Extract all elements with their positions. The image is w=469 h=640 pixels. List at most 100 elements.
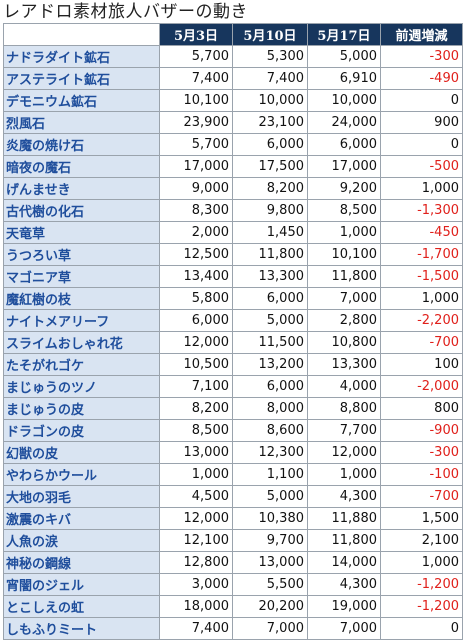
price-may17-cell: 4,000: [307, 375, 381, 398]
table-row: まじゅうの皮 8,200 8,000 8,800 800: [3, 397, 463, 420]
price-may10-cell: 11,800: [232, 243, 308, 266]
price-may3-cell: 17,000: [159, 155, 233, 178]
price-may10-cell: 5,000: [232, 485, 308, 508]
table-row: 魔紅樹の枝 5,800 6,000 7,000 1,000: [3, 287, 463, 310]
price-may10-cell: 9,800: [232, 199, 308, 222]
price-may17-cell: 12,000: [307, 441, 381, 464]
price-may3-cell: 5,800: [159, 287, 233, 310]
price-may17-cell: 2,800: [307, 309, 381, 332]
price-may3-cell: 8,300: [159, 199, 233, 222]
item-name-cell: アステライト鉱石: [3, 67, 160, 90]
table-row: ドラゴンの皮 8,500 8,600 7,700 -900: [3, 419, 463, 442]
weekly-change-cell: -900: [380, 419, 463, 442]
table-row: 神秘の鋼線 12,800 13,000 14,000 1,000: [3, 551, 463, 574]
price-may10-cell: 20,200: [232, 595, 308, 618]
item-name-cell: 激震のキバ: [3, 507, 160, 530]
weekly-change-cell: 2,100: [380, 529, 463, 552]
price-may17-cell: 17,000: [307, 155, 381, 178]
table-row: スライムおしゃれ花 12,000 11,500 10,800 -700: [3, 331, 463, 354]
weekly-change-cell: 800: [380, 397, 463, 420]
price-may10-cell: 13,300: [232, 265, 308, 288]
item-name-cell: 魔紅樹の枝: [3, 287, 160, 310]
price-may17-cell: 4,300: [307, 573, 381, 596]
item-name-cell: 古代樹の化石: [3, 199, 160, 222]
price-may3-cell: 12,000: [159, 331, 233, 354]
weekly-change-cell: -700: [380, 331, 463, 354]
price-may10-cell: 10,380: [232, 507, 308, 530]
item-name-cell: 暗夜の魔石: [3, 155, 160, 178]
header-may17: 5月17日: [307, 23, 381, 46]
table-row: アステライト鉱石 7,400 7,400 6,910 -490: [3, 67, 463, 90]
table-row: 炎魔の焼け石 5,700 6,000 6,000 0: [3, 133, 463, 156]
price-may17-cell: 10,800: [307, 331, 381, 354]
weekly-change-cell: -1,500: [380, 265, 463, 288]
price-may10-cell: 6,000: [232, 375, 308, 398]
weekly-change-cell: 1,500: [380, 507, 463, 530]
price-may3-cell: 8,500: [159, 419, 233, 442]
price-may3-cell: 9,000: [159, 177, 233, 200]
price-may10-cell: 1,100: [232, 463, 308, 486]
price-may3-cell: 8,200: [159, 397, 233, 420]
weekly-change-cell: -2,200: [380, 309, 463, 332]
sheet-title: レアドロ素材旅人バザーの動き: [3, 2, 248, 22]
item-name-cell: 炎魔の焼け石: [3, 133, 160, 156]
item-name-cell: マゴニア草: [3, 265, 160, 288]
price-may3-cell: 7,400: [159, 617, 233, 640]
price-may3-cell: 12,500: [159, 243, 233, 266]
price-may3-cell: 2,000: [159, 221, 233, 244]
header-row: 5月3日 5月10日 5月17日 前週増減: [3, 23, 463, 46]
weekly-change-cell: 100: [380, 353, 463, 376]
weekly-change-cell: 900: [380, 111, 463, 134]
table-row: しもふりミート 7,400 7,000 7,000 0: [3, 617, 463, 640]
price-may3-cell: 10,500: [159, 353, 233, 376]
price-may10-cell: 6,000: [232, 287, 308, 310]
item-name-cell: 神秘の鋼線: [3, 551, 160, 574]
price-may17-cell: 9,200: [307, 177, 381, 200]
price-may17-cell: 14,000: [307, 551, 381, 574]
item-name-cell: しもふりミート: [3, 617, 160, 640]
price-may17-cell: 10,100: [307, 243, 381, 266]
price-may17-cell: 10,000: [307, 89, 381, 112]
table-row: 人魚の涙 12,100 9,700 11,800 2,100: [3, 529, 463, 552]
weekly-change-cell: -2,000: [380, 375, 463, 398]
price-may10-cell: 7,400: [232, 67, 308, 90]
weekly-change-cell: -1,200: [380, 573, 463, 596]
price-may10-cell: 13,200: [232, 353, 308, 376]
item-name-cell: とこしえの虹: [3, 595, 160, 618]
weekly-change-cell: -100: [380, 463, 463, 486]
price-may3-cell: 6,000: [159, 309, 233, 332]
price-may3-cell: 18,000: [159, 595, 233, 618]
weekly-change-cell: -300: [380, 441, 463, 464]
price-may10-cell: 7,000: [232, 617, 308, 640]
table-row: ナドラダイト鉱石 5,700 5,300 5,000 -300: [3, 45, 463, 68]
price-may17-cell: 8,800: [307, 397, 381, 420]
price-may3-cell: 13,000: [159, 441, 233, 464]
price-may3-cell: 12,800: [159, 551, 233, 574]
table-row: 烈風石 23,900 23,100 24,000 900: [3, 111, 463, 134]
item-name-cell: ドラゴンの皮: [3, 419, 160, 442]
price-may3-cell: 4,500: [159, 485, 233, 508]
table-row: 大地の羽毛 4,500 5,000 4,300 -700: [3, 485, 463, 508]
price-may10-cell: 11,500: [232, 331, 308, 354]
item-name-cell: スライムおしゃれ花: [3, 331, 160, 354]
weekly-change-cell: -490: [380, 67, 463, 90]
price-may17-cell: 4,300: [307, 485, 381, 508]
item-name-cell: ナイトメアリーフ: [3, 309, 160, 332]
header-may10: 5月10日: [232, 23, 308, 46]
weekly-change-cell: 0: [380, 617, 463, 640]
table-row: 宵闇のジェル 3,000 5,500 4,300 -1,200: [3, 573, 463, 596]
table-row: マゴニア草 13,400 13,300 11,800 -1,500: [3, 265, 463, 288]
price-may17-cell: 11,800: [307, 265, 381, 288]
item-name-cell: 天竜草: [3, 221, 160, 244]
header-corner-cell: [3, 23, 160, 46]
price-may10-cell: 5,500: [232, 573, 308, 596]
price-may3-cell: 5,700: [159, 133, 233, 156]
price-may3-cell: 1,000: [159, 463, 233, 486]
table-row: まじゅうのツノ 7,100 6,000 4,000 -2,000: [3, 375, 463, 398]
item-name-cell: 大地の羽毛: [3, 485, 160, 508]
item-name-cell: まじゅうの皮: [3, 397, 160, 420]
weekly-change-cell: 1,000: [380, 551, 463, 574]
weekly-change-cell: 0: [380, 133, 463, 156]
table-row: ナイトメアリーフ 6,000 5,000 2,800 -2,200: [3, 309, 463, 332]
price-may3-cell: 3,000: [159, 573, 233, 596]
